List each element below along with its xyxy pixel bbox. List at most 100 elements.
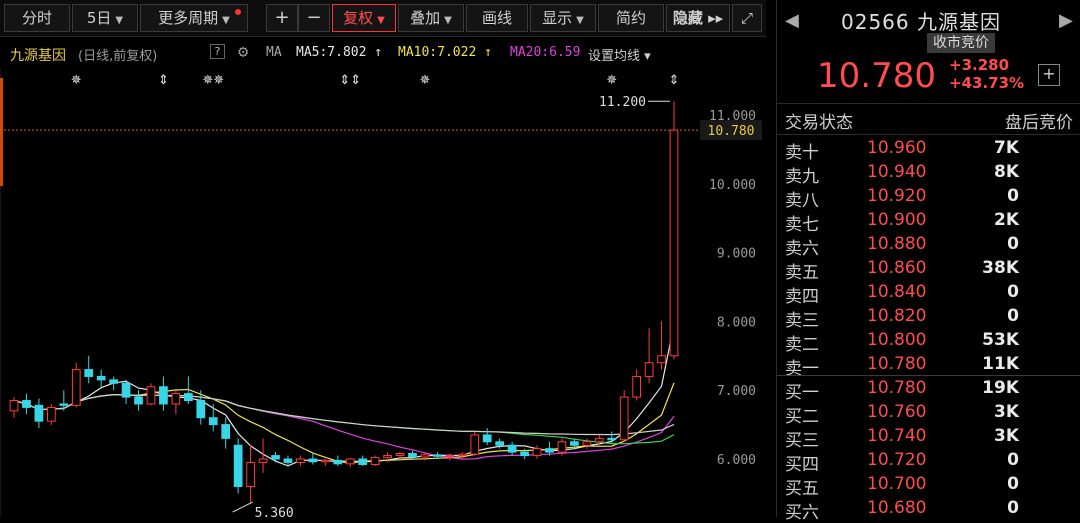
zoom-in-button[interactable]: + <box>266 4 298 32</box>
ask-row[interactable]: 卖一 10.780 11K <box>777 353 1080 379</box>
candle[interactable] <box>233 438 243 494</box>
candle[interactable] <box>495 438 505 449</box>
display-button[interactable]: 显示 ▼ <box>530 4 596 32</box>
ma-settings-button[interactable]: 设置均线 ▾ <box>588 49 651 64</box>
candle[interactable] <box>246 445 255 504</box>
candle[interactable] <box>457 452 467 459</box>
bid-row[interactable]: 买三 10.740 3K <box>777 425 1080 451</box>
ask-row[interactable]: 卖十 10.960 7K <box>777 137 1080 163</box>
candle[interactable] <box>482 428 492 446</box>
candle[interactable] <box>370 455 380 466</box>
candle[interactable] <box>408 450 417 459</box>
candle[interactable] <box>582 438 592 449</box>
overlay-button[interactable]: 叠加 ▼ <box>398 4 464 32</box>
event-marker-icon[interactable]: ⇕⇕ <box>339 73 361 88</box>
ask-vol: 7K <box>993 138 1019 158</box>
add-watchlist-button[interactable]: + <box>1038 64 1060 86</box>
candle[interactable] <box>59 390 69 411</box>
candle[interactable] <box>84 355 94 384</box>
event-marker-icon[interactable]: ✵✵ <box>202 73 224 88</box>
hide-button[interactable]: 隐藏 ▸▸ <box>666 4 730 32</box>
candle[interactable] <box>644 328 654 384</box>
event-marker-icon[interactable]: ⇕ <box>669 73 680 88</box>
candle[interactable] <box>46 403 56 425</box>
candle[interactable] <box>420 452 430 461</box>
draw-line-button[interactable]: 画线 <box>466 4 528 32</box>
ask-row[interactable]: 卖五 10.860 38K <box>777 257 1080 283</box>
candle[interactable] <box>171 390 181 415</box>
candle[interactable] <box>196 390 206 425</box>
candle[interactable] <box>632 369 642 401</box>
ask-row[interactable]: 卖三 10.820 0 <box>777 305 1080 331</box>
fullscreen-button[interactable]: ⤢ <box>732 4 762 32</box>
candle[interactable] <box>283 455 293 466</box>
candle[interactable] <box>557 438 567 456</box>
candle[interactable] <box>345 457 355 468</box>
candle[interactable] <box>34 398 44 429</box>
candlestick-chart[interactable]: ✵ ⇕ ✵✵ ⇕⇕ ✵ ✵ ⇕ 11.00010.0009.0008.0007.0006.0… <box>0 68 766 517</box>
candle[interactable] <box>71 362 81 408</box>
candle[interactable] <box>96 369 106 387</box>
candle[interactable] <box>669 101 679 360</box>
ask-row[interactable]: 卖八 10.920 0 <box>777 185 1080 211</box>
prev-stock-icon[interactable]: ◀ <box>785 10 799 31</box>
next-stock-icon[interactable]: ▶ <box>1059 10 1073 31</box>
zoom-out-button[interactable]: − <box>298 4 330 32</box>
candle[interactable] <box>208 403 218 432</box>
bid-row[interactable]: 买一 10.780 19K <box>777 377 1080 403</box>
candle[interactable] <box>594 434 604 446</box>
candle[interactable] <box>9 397 19 418</box>
gear-icon[interactable]: ⚙ <box>238 42 249 62</box>
ask-row[interactable]: 卖七 10.900 2K <box>777 209 1080 235</box>
candle[interactable] <box>445 453 455 461</box>
ask-row[interactable]: 卖二 10.800 53K <box>777 329 1080 355</box>
five-day-button[interactable]: 5日 ▼ <box>72 4 138 32</box>
event-marker-icon[interactable]: ✵ <box>419 73 430 88</box>
candle[interactable] <box>333 455 343 466</box>
help-icon[interactable]: ? <box>210 44 225 59</box>
ask-row[interactable]: 卖四 10.840 0 <box>777 281 1080 307</box>
candle[interactable] <box>570 438 579 449</box>
candle[interactable] <box>221 417 231 449</box>
candle[interactable] <box>121 379 131 404</box>
adjust-rights-button[interactable]: 复权 ▼ <box>332 4 396 32</box>
more-periods-button[interactable]: 更多周期 ▼ <box>140 4 248 32</box>
ma-indicator-bar: 九源基因 (日线,前复权) ? ⚙ MA MA5:7.802 ↑ MA10:7.… <box>0 38 766 68</box>
event-marker-icon[interactable]: ✵ <box>606 73 617 88</box>
candle[interactable] <box>520 448 529 459</box>
candle[interactable] <box>383 452 392 463</box>
candle[interactable] <box>395 452 405 459</box>
candle[interactable] <box>308 452 318 465</box>
candle[interactable] <box>22 393 31 415</box>
candle[interactable] <box>358 455 368 466</box>
ask-price: 10.940 <box>867 162 927 182</box>
candle[interactable] <box>296 455 305 466</box>
event-marker-icon[interactable]: ✵ <box>71 73 82 88</box>
intraday-button[interactable]: 分时 <box>4 4 70 32</box>
candle[interactable] <box>258 438 268 473</box>
candle[interactable] <box>320 459 330 466</box>
bid-row[interactable]: 买二 10.760 3K <box>777 401 1080 427</box>
ask-row[interactable]: 卖九 10.940 8K <box>777 161 1080 187</box>
candle[interactable] <box>619 390 629 442</box>
candle[interactable] <box>532 445 542 459</box>
candle[interactable] <box>433 452 442 459</box>
candle[interactable] <box>507 441 517 456</box>
candle[interactable] <box>607 431 617 444</box>
bid-row[interactable]: 买四 10.720 0 <box>777 449 1080 475</box>
candle[interactable] <box>657 321 666 370</box>
bid-row[interactable]: 买六 10.680 0 <box>777 497 1080 523</box>
candle[interactable] <box>470 431 480 456</box>
candle[interactable] <box>183 376 193 404</box>
candle[interactable] <box>545 441 554 456</box>
event-marker-icon[interactable]: ⇕ <box>158 73 169 88</box>
candle[interactable] <box>134 390 143 411</box>
simple-button[interactable]: 简约 <box>598 4 664 32</box>
candle[interactable] <box>271 452 280 463</box>
bid-row[interactable]: 买五 10.700 0 <box>777 473 1080 499</box>
plus-icon: + <box>274 7 290 28</box>
ask-row[interactable]: 卖六 10.880 0 <box>777 233 1080 259</box>
candle[interactable] <box>146 383 156 406</box>
candle[interactable] <box>109 376 118 391</box>
candle[interactable] <box>159 376 168 411</box>
